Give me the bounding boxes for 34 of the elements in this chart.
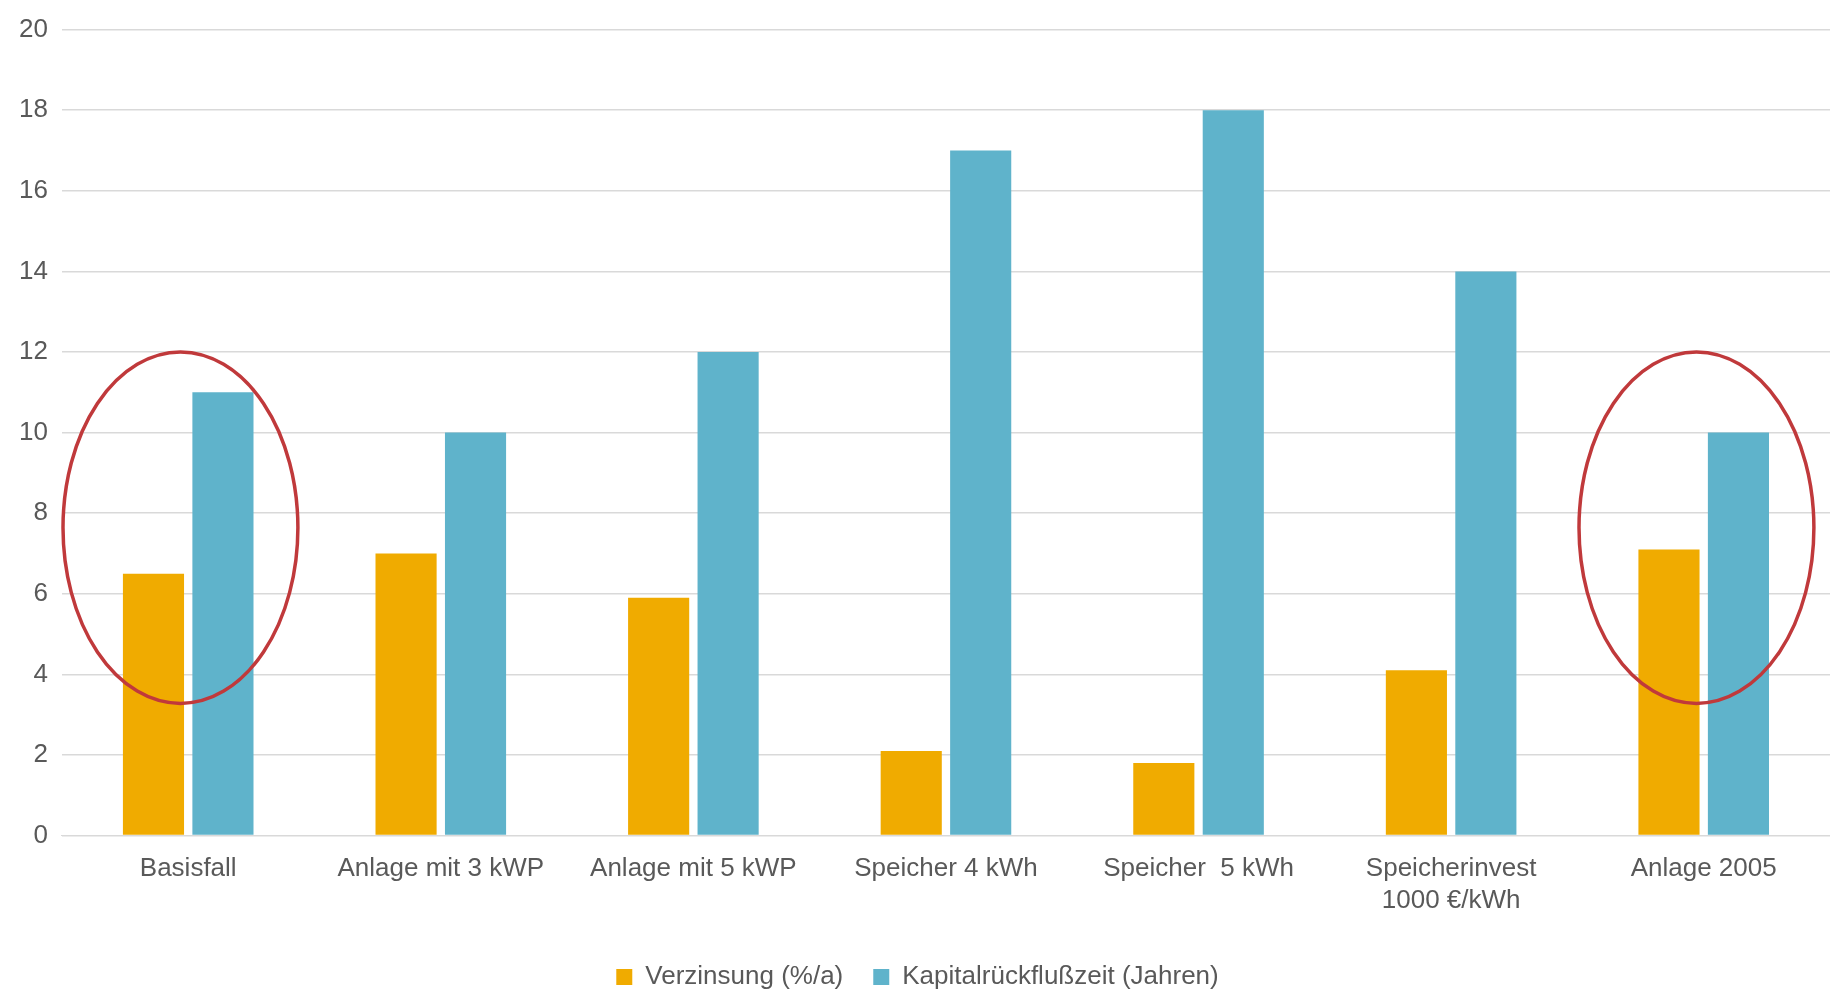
x-tick-label: Speicherinvest 1000 €/kWh <box>1365 852 1538 914</box>
bar <box>122 573 185 835</box>
bar <box>1133 763 1195 835</box>
x-tick-label: Basisfall <box>139 852 237 883</box>
legend-label: Kapitalrückflußzeit (Jahren) <box>902 960 1219 991</box>
x-tick-label: Anlage mit 5 kWP <box>590 852 797 883</box>
bar <box>1455 271 1517 835</box>
y-tick-label: 20 <box>19 12 48 43</box>
legend-label: Verzinsung (%/a) <box>645 960 844 991</box>
bar <box>697 352 759 835</box>
y-tick-label: 14 <box>19 254 48 285</box>
y-tick-label: 0 <box>33 818 48 849</box>
bar <box>444 432 507 835</box>
y-tick-label: 6 <box>33 576 48 607</box>
bar <box>1638 549 1700 835</box>
bar <box>192 392 254 835</box>
y-tick-label: 16 <box>19 173 48 204</box>
bar <box>1202 110 1264 835</box>
x-tick-label: Speicher 4 kWh <box>854 852 1038 883</box>
bar <box>1707 432 1769 835</box>
bar <box>950 150 1012 835</box>
y-tick-label: 18 <box>19 93 48 124</box>
x-tick-label: Speicher 5 kWh <box>1103 852 1294 883</box>
x-tick-label: Anlage mit 3 kWP <box>337 852 545 883</box>
bar <box>1385 670 1447 835</box>
bar <box>375 553 437 835</box>
y-tick-label: 2 <box>33 738 48 769</box>
y-tick-label: 12 <box>19 335 48 366</box>
y-tick-label: 4 <box>33 657 48 688</box>
y-tick-label: 10 <box>19 415 48 446</box>
y-tick-label: 8 <box>33 496 48 527</box>
bar <box>880 750 942 835</box>
x-tick-label: Anlage 2005 <box>1630 852 1777 883</box>
bar <box>628 597 690 835</box>
